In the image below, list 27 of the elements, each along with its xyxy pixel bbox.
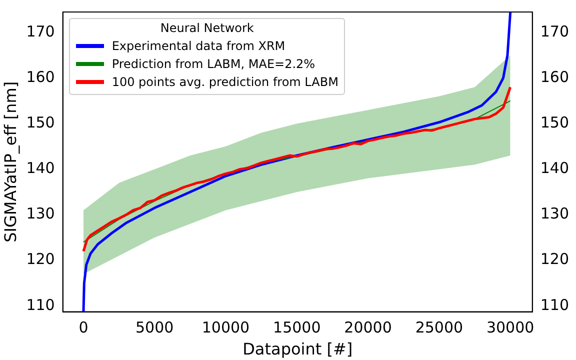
y-tick-label: 120: [26, 250, 55, 268]
y2-tick-label: 120: [540, 250, 570, 268]
legend-label: Experimental data from XRM: [112, 38, 286, 55]
y-tick-label: 160: [26, 68, 55, 86]
y-tick-label: 140: [26, 159, 55, 178]
y2-tick-label: 160: [540, 68, 570, 86]
legend-title: Neural Network: [159, 21, 255, 35]
y2-tick-label: 140: [540, 159, 570, 178]
x-tick-label: 0: [78, 318, 88, 337]
y-tick-label: 170: [26, 22, 55, 40]
x-tick-label: 5000: [136, 318, 174, 337]
y2-tick-label: 150: [540, 114, 570, 132]
x-tick-label: 15000: [273, 318, 321, 337]
y2-tick-label: 170: [540, 22, 570, 40]
y-axis-title: SIGMAYatIP_eff [nm]: [0, 81, 20, 242]
y-tick-label: 150: [26, 114, 55, 132]
x-tick-label: 25000: [415, 318, 464, 337]
x-tick-label: 30000: [486, 318, 534, 337]
legend-label: Prediction from LABM, MAE=2.2%: [112, 56, 316, 73]
x-axis-title: Datapoint [#]: [242, 340, 353, 359]
legend-label: 100 points avg. prediction from LABM: [112, 74, 338, 91]
y-tick-label: 110: [26, 296, 55, 314]
x-tick-label: 10000: [202, 318, 250, 337]
y2-tick-label: 110: [540, 296, 570, 314]
x-tick-label: 20000: [344, 318, 392, 337]
y2-tick-label: 130: [540, 204, 570, 223]
y-tick-label: 130: [26, 204, 55, 223]
